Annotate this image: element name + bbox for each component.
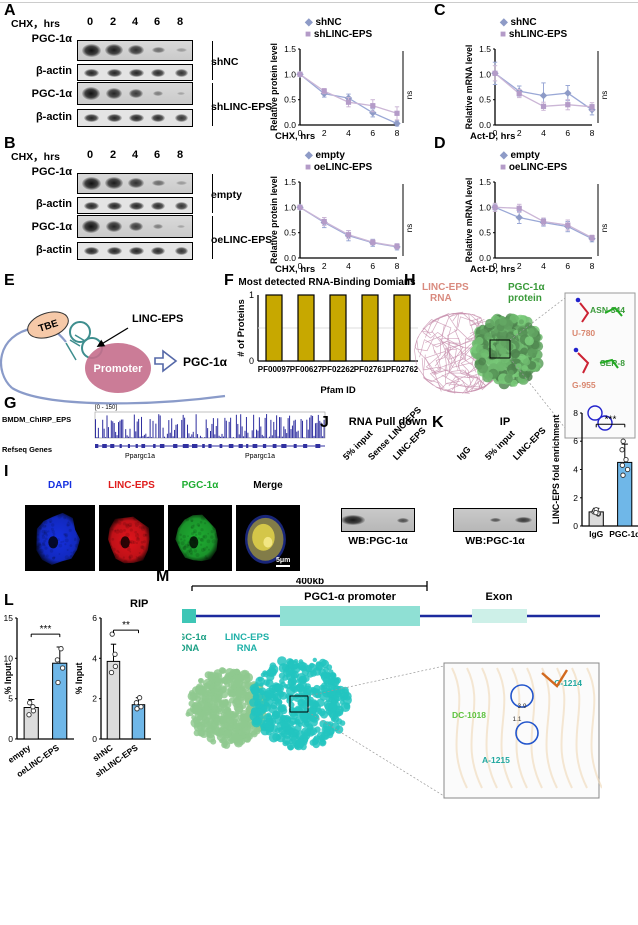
svg-text:1.0: 1.0 xyxy=(284,202,296,212)
svg-text:2: 2 xyxy=(517,128,522,138)
svg-text:3.9: 3.9 xyxy=(517,703,526,710)
svg-text:0.5: 0.5 xyxy=(284,95,296,105)
svg-text:LINC-EPS: LINC-EPS xyxy=(132,313,183,325)
svg-text:10: 10 xyxy=(4,653,14,663)
svg-text:0: 0 xyxy=(249,356,254,366)
svg-text:0: 0 xyxy=(573,521,578,531)
svg-text:0.0: 0.0 xyxy=(284,253,296,263)
svg-text:6: 6 xyxy=(92,613,97,623)
svg-text:8: 8 xyxy=(573,408,578,418)
svg-text:4: 4 xyxy=(346,128,351,138)
svg-text:U-780: U-780 xyxy=(572,328,595,338)
svg-text:ns: ns xyxy=(600,91,609,99)
svg-text:0.0: 0.0 xyxy=(479,120,491,130)
svg-text:G-955: G-955 xyxy=(572,380,596,390)
svg-text:ns: ns xyxy=(405,91,414,99)
svg-text:[0 - 150]: [0 - 150] xyxy=(95,405,117,411)
svg-text:DC-1018: DC-1018 xyxy=(452,710,486,720)
svg-text:0: 0 xyxy=(92,734,97,744)
svg-text:protein: protein xyxy=(508,293,542,304)
svg-text:BMDM_ChIRP_EPS: BMDM_ChIRP_EPS xyxy=(2,415,71,424)
svg-text:2: 2 xyxy=(517,261,522,271)
svg-text:6: 6 xyxy=(573,436,578,446)
svg-text:6: 6 xyxy=(565,128,570,138)
svg-text:LINC-EPS fold enrichment: LINC-EPS fold enrichment xyxy=(551,415,561,525)
svg-text:# of Proteins: # of Proteins xyxy=(236,299,247,357)
svg-text:PF02761: PF02761 xyxy=(354,365,387,374)
svg-text:Pfam ID: Pfam ID xyxy=(320,385,356,395)
svg-text:4: 4 xyxy=(346,261,351,271)
svg-text:ns: ns xyxy=(600,224,609,232)
svg-text:Ppargc1a: Ppargc1a xyxy=(125,453,155,460)
svg-text:A-1215: A-1215 xyxy=(482,755,510,765)
svg-text:Relative mRNA level: Relative mRNA level xyxy=(464,45,474,130)
svg-text:PGC-1α: PGC-1α xyxy=(183,355,228,369)
svg-text:6: 6 xyxy=(370,128,375,138)
svg-text:1.1: 1.1 xyxy=(512,716,521,723)
svg-text:2: 2 xyxy=(92,694,97,704)
svg-text:1.5: 1.5 xyxy=(284,44,296,54)
svg-text:8: 8 xyxy=(590,128,595,138)
svg-text:PF02262: PF02262 xyxy=(322,365,355,374)
svg-text:1.5: 1.5 xyxy=(479,177,491,187)
svg-text:0.5: 0.5 xyxy=(479,228,491,238)
svg-text:8: 8 xyxy=(590,261,595,271)
svg-text:DNA: DNA xyxy=(182,643,199,654)
svg-text:LINC-EPS: LINC-EPS xyxy=(422,282,469,293)
svg-text:4: 4 xyxy=(541,128,546,138)
svg-text:1.0: 1.0 xyxy=(284,69,296,79)
svg-text:8: 8 xyxy=(395,261,400,271)
svg-text:4: 4 xyxy=(92,653,97,663)
svg-text:Relative mRNA level: Relative mRNA level xyxy=(464,178,474,263)
svg-text:1.0: 1.0 xyxy=(479,202,491,212)
svg-text:PGC-1α: PGC-1α xyxy=(508,282,546,293)
svg-text:Refseq Genes: Refseq Genes xyxy=(2,445,52,454)
svg-text:% Input: % Input xyxy=(3,663,13,695)
svg-text:***: *** xyxy=(605,414,617,425)
svg-text:15: 15 xyxy=(4,613,14,623)
svg-text:400kb: 400kb xyxy=(296,578,324,587)
svg-text:PF00097: PF00097 xyxy=(258,365,291,374)
svg-text:IgG: IgG xyxy=(589,529,604,539)
svg-text:LINC-EPS: LINC-EPS xyxy=(225,632,269,643)
svg-text:1.0: 1.0 xyxy=(479,69,491,79)
svg-text:1.5: 1.5 xyxy=(284,177,296,187)
svg-text:2: 2 xyxy=(322,261,327,271)
svg-text:0.0: 0.0 xyxy=(284,120,296,130)
svg-text:4: 4 xyxy=(541,261,546,271)
svg-text:8: 8 xyxy=(395,128,400,138)
svg-text:0.5: 0.5 xyxy=(284,228,296,238)
svg-text:Promoter: Promoter xyxy=(94,363,144,375)
svg-text:RNA: RNA xyxy=(237,643,258,654)
svg-text:Exon: Exon xyxy=(486,591,513,603)
svg-text:2: 2 xyxy=(322,128,327,138)
svg-text:PGC1-α promoter: PGC1-α promoter xyxy=(304,591,396,603)
svg-text:4: 4 xyxy=(573,465,578,475)
svg-text:6: 6 xyxy=(370,261,375,271)
svg-text:Relative protein level: Relative protein level xyxy=(269,176,279,264)
svg-text:1: 1 xyxy=(249,290,254,300)
svg-text:0.5: 0.5 xyxy=(479,95,491,105)
svg-text:0.0: 0.0 xyxy=(479,253,491,263)
svg-text:PF00627: PF00627 xyxy=(290,365,323,374)
svg-text:1.5: 1.5 xyxy=(479,44,491,54)
svg-text:***: *** xyxy=(40,624,52,635)
svg-text:2: 2 xyxy=(573,493,578,503)
svg-text:0: 0 xyxy=(8,734,13,744)
svg-text:**: ** xyxy=(122,620,130,631)
svg-text:6: 6 xyxy=(565,261,570,271)
svg-text:PGC-1α: PGC-1α xyxy=(609,529,638,539)
svg-text:Ppargc1a: Ppargc1a xyxy=(245,453,275,460)
svg-text:ns: ns xyxy=(405,224,414,232)
svg-text:Most detected RNA-Binding Domi: Most detected RNA-Binding Domians xyxy=(238,277,416,288)
svg-text:Relative protein level: Relative protein level xyxy=(269,43,279,131)
svg-text:PGC-1α: PGC-1α xyxy=(182,632,207,643)
svg-text:RNA: RNA xyxy=(430,293,452,304)
svg-text:% Input: % Input xyxy=(74,663,84,695)
